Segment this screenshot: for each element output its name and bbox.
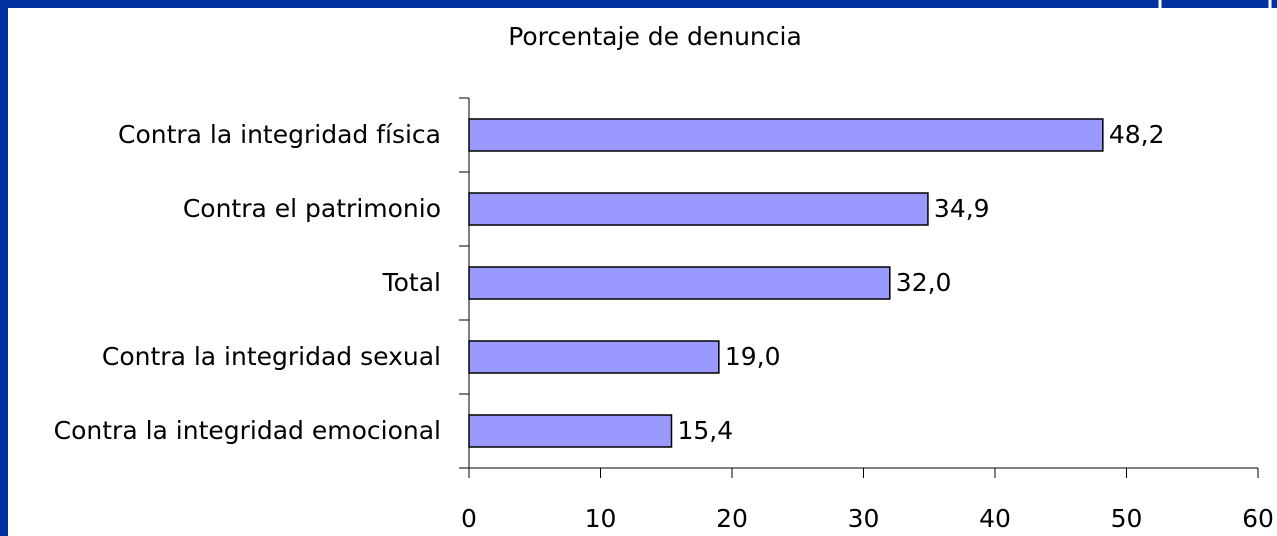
logo [1158,0,1272,22]
x-tick-label: 0 [461,504,477,533]
value-label: 32,0 [896,268,952,297]
x-tick-label: 10 [585,504,617,533]
y-tick-label: Contra la integridad sexual [102,342,441,371]
bar [468,266,891,300]
value-label: 34,9 [934,194,990,223]
bar [468,414,673,448]
chart-title: Porcentaje de denuncia [508,22,802,51]
value-label: 15,4 [678,416,734,445]
y-tick-label: Contra el patrimonio [183,194,441,223]
x-tick-label: 60 [1242,504,1274,533]
bar [468,118,1104,152]
x-tick-label: 20 [716,504,748,533]
y-tick-label: Total [382,268,441,297]
x-tick-label: 40 [979,504,1011,533]
value-label: 48,2 [1109,120,1165,149]
x-tick-label: 30 [848,504,880,533]
x-tick-label: 50 [1111,504,1143,533]
bar [468,340,720,374]
y-tick-label: Contra la integridad física [118,120,441,149]
y-tick-label: Contra la integridad emocional [54,416,441,445]
bar [468,192,929,226]
value-label: 19,0 [725,342,781,371]
